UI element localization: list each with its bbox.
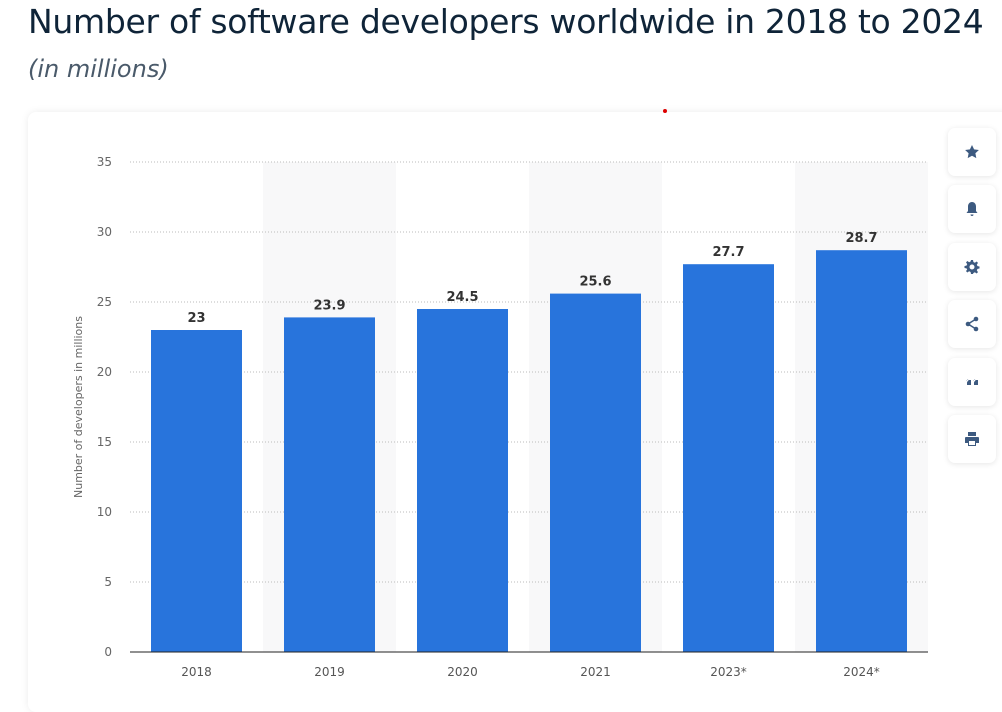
y-tick-label: 5 (104, 575, 112, 589)
bar (816, 250, 907, 652)
data-label: 23 (187, 311, 205, 326)
share-icon (965, 316, 979, 332)
settings-button[interactable] (948, 243, 996, 291)
quote-icon (966, 379, 978, 385)
y-tick-label: 30 (97, 225, 112, 239)
x-tick-label: 2020 (447, 665, 478, 679)
y-axis-title: Number of developers in millions (72, 316, 85, 498)
cite-button[interactable] (948, 358, 996, 406)
bar-chart: 0 5 10 15 20 25 30 35 23 2018 23.9 2019 24.5 2020 25.6… (72, 155, 928, 679)
y-tick-label: 35 (97, 155, 112, 169)
x-tick-label: 2023* (710, 665, 747, 679)
bar (683, 264, 774, 652)
data-label: 24.5 (446, 290, 478, 305)
y-tick-label: 15 (97, 435, 112, 449)
bar (550, 293, 641, 652)
chart-subtitle: (in millions) (28, 55, 169, 83)
data-label: 28.7 (845, 231, 877, 246)
x-tick-label: 2024* (843, 665, 880, 679)
x-tick-label: 2018 (181, 665, 212, 679)
x-tick-label: 2019 (314, 665, 345, 679)
chart-title: Number of software developers worldwide … (28, 2, 984, 41)
bar (417, 309, 508, 652)
data-label: 25.6 (579, 275, 611, 290)
bar (284, 317, 375, 652)
bell-icon (966, 202, 978, 216)
share-button[interactable] (948, 300, 996, 348)
notification-button[interactable] (948, 185, 996, 233)
print-button[interactable] (948, 415, 996, 463)
x-tick-label: 2021 (580, 665, 611, 679)
data-label: 27.7 (712, 245, 744, 260)
data-label: 23.9 (313, 298, 345, 313)
indicator-dot (663, 109, 667, 113)
y-tick-label: 0 (104, 645, 112, 659)
star-icon (965, 145, 979, 159)
print-icon (965, 432, 979, 446)
y-tick-label: 25 (97, 295, 112, 309)
bar (151, 330, 242, 652)
gear-icon (964, 260, 980, 274)
favorite-button[interactable] (948, 128, 996, 176)
y-tick-label: 10 (97, 505, 112, 519)
y-tick-label: 20 (97, 365, 112, 379)
